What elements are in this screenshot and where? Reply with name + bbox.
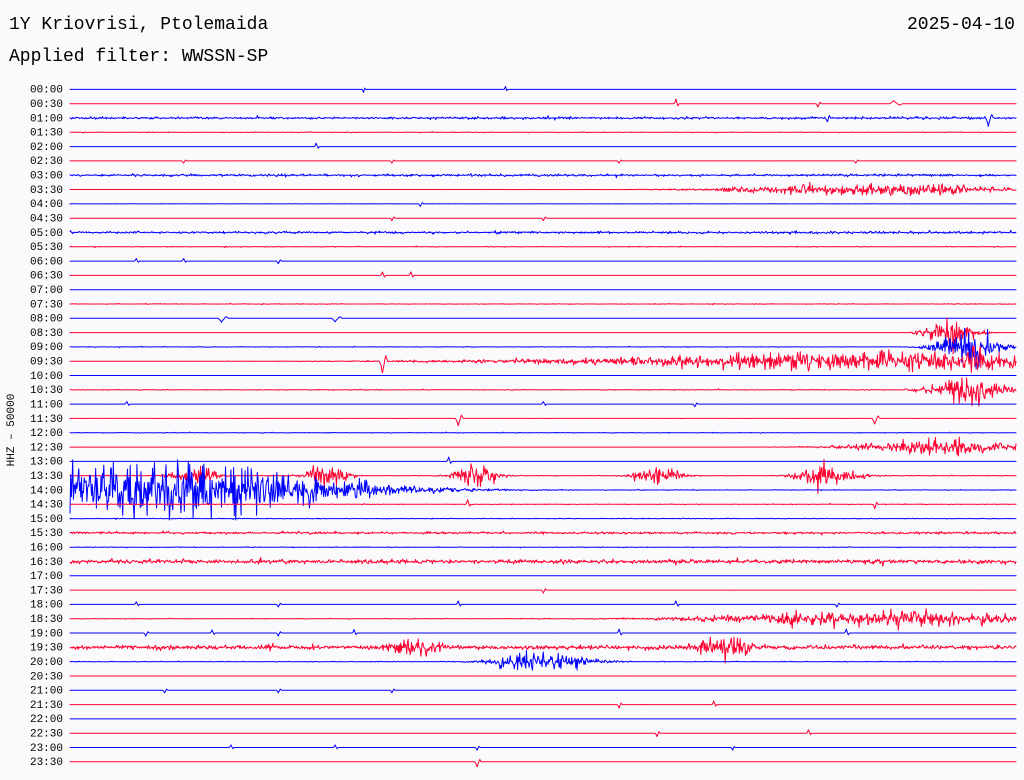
svg-text:17:00: 17:00	[30, 571, 63, 583]
svg-text:22:00: 22:00	[30, 714, 63, 726]
svg-text:04:30: 04:30	[30, 213, 63, 225]
svg-text:10:00: 10:00	[30, 371, 63, 383]
svg-text:23:00: 23:00	[30, 743, 63, 755]
svg-text:23:30: 23:30	[30, 757, 63, 769]
svg-text:07:30: 07:30	[30, 299, 63, 311]
svg-text:08:30: 08:30	[30, 328, 63, 340]
svg-text:07:00: 07:00	[30, 285, 63, 297]
svg-text:02:30: 02:30	[30, 156, 63, 168]
svg-text:16:00: 16:00	[30, 543, 63, 555]
svg-text:06:00: 06:00	[30, 256, 63, 268]
svg-text:00:00: 00:00	[30, 85, 63, 97]
svg-text:14:00: 14:00	[30, 485, 63, 497]
svg-text:09:00: 09:00	[30, 342, 63, 354]
svg-text:11:30: 11:30	[30, 414, 63, 426]
svg-text:15:00: 15:00	[30, 514, 63, 526]
svg-text:01:30: 01:30	[30, 128, 63, 140]
svg-text:13:30: 13:30	[30, 471, 63, 483]
svg-text:05:30: 05:30	[30, 242, 63, 254]
svg-text:10:30: 10:30	[30, 385, 63, 397]
svg-text:15:30: 15:30	[30, 528, 63, 540]
svg-text:13:00: 13:00	[30, 457, 63, 469]
svg-text:12:30: 12:30	[30, 442, 63, 454]
svg-text:19:30: 19:30	[30, 643, 63, 655]
svg-text:05:00: 05:00	[30, 228, 63, 240]
svg-text:20:30: 20:30	[30, 671, 63, 683]
svg-text:06:30: 06:30	[30, 271, 63, 283]
svg-text:03:30: 03:30	[30, 185, 63, 197]
svg-text:16:30: 16:30	[30, 557, 63, 569]
svg-text:00:30: 00:30	[30, 99, 63, 111]
svg-text:04:00: 04:00	[30, 199, 63, 211]
svg-text:22:30: 22:30	[30, 728, 63, 740]
svg-text:21:30: 21:30	[30, 700, 63, 712]
svg-text:03:00: 03:00	[30, 171, 63, 183]
svg-text:18:00: 18:00	[30, 600, 63, 612]
svg-text:14:30: 14:30	[30, 500, 63, 512]
svg-text:20:00: 20:00	[30, 657, 63, 669]
svg-text:21:00: 21:00	[30, 686, 63, 698]
svg-text:11:00: 11:00	[30, 399, 63, 411]
svg-text:02:00: 02:00	[30, 142, 63, 154]
svg-text:12:00: 12:00	[30, 428, 63, 440]
svg-text:19:00: 19:00	[30, 628, 63, 640]
svg-text:08:00: 08:00	[30, 314, 63, 326]
svg-text:17:30: 17:30	[30, 585, 63, 597]
svg-text:09:30: 09:30	[30, 357, 63, 369]
svg-text:01:00: 01:00	[30, 113, 63, 125]
svg-text:18:30: 18:30	[30, 614, 63, 626]
